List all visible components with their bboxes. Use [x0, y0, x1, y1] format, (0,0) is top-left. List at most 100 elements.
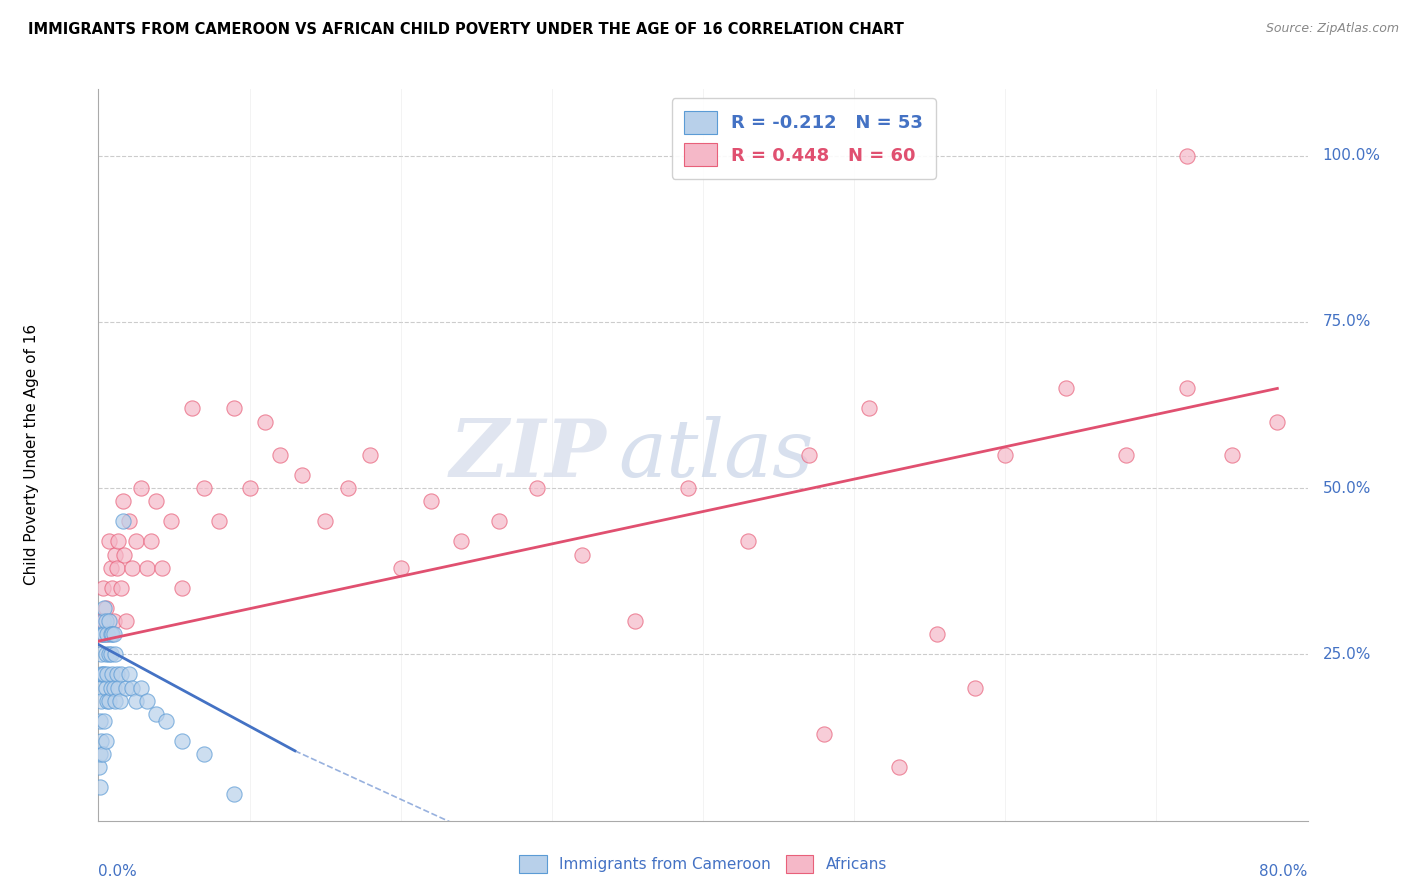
Point — [927, 627, 949, 641]
Point — [121, 681, 143, 695]
Text: IMMIGRANTS FROM CAMEROON VS AFRICAN CHILD POVERTY UNDER THE AGE OF 16 CORRELATIO: IMMIGRANTS FROM CAMEROON VS AFRICAN CHIL… — [28, 22, 904, 37]
Point — [89, 780, 111, 795]
Text: 0.0%: 0.0% — [98, 863, 138, 879]
Point — [193, 481, 215, 495]
Point — [100, 561, 122, 575]
Point — [135, 694, 157, 708]
Point — [93, 614, 115, 628]
Point — [135, 561, 157, 575]
Text: atlas: atlas — [619, 417, 814, 493]
Point — [101, 667, 124, 681]
Point — [141, 534, 163, 549]
Point — [858, 401, 880, 416]
Point — [94, 614, 117, 628]
Point — [100, 627, 122, 641]
Point — [98, 648, 121, 662]
Point — [93, 600, 115, 615]
Point — [94, 681, 117, 695]
Point — [101, 581, 124, 595]
Point — [101, 627, 124, 641]
Point — [114, 614, 136, 628]
Point — [526, 481, 548, 495]
Point — [389, 561, 412, 575]
Point — [239, 481, 262, 495]
Point — [624, 614, 647, 628]
Point — [1175, 149, 1198, 163]
Point — [145, 707, 167, 722]
Point — [1220, 448, 1243, 462]
Point — [100, 648, 122, 662]
Point — [1265, 415, 1288, 429]
Point — [224, 401, 246, 416]
Point — [889, 760, 911, 774]
Point — [994, 448, 1017, 462]
Point — [125, 534, 148, 549]
Point — [111, 494, 134, 508]
Point — [98, 534, 121, 549]
Point — [676, 481, 699, 495]
Point — [118, 515, 141, 529]
Point — [737, 534, 759, 549]
Point — [93, 627, 115, 641]
Point — [291, 467, 314, 482]
Point — [797, 448, 820, 462]
Point — [89, 627, 111, 641]
Point — [93, 667, 115, 681]
Point — [110, 581, 132, 595]
Point — [112, 548, 135, 562]
Point — [965, 681, 987, 695]
Point — [90, 734, 112, 748]
Point — [96, 667, 118, 681]
Point — [1175, 381, 1198, 395]
Point — [90, 667, 112, 681]
Point — [1054, 381, 1077, 395]
Point — [91, 581, 114, 595]
Point — [91, 614, 114, 628]
Text: 25.0%: 25.0% — [1323, 647, 1371, 662]
Text: Child Poverty Under the Age of 16: Child Poverty Under the Age of 16 — [24, 325, 39, 585]
Point — [129, 481, 152, 495]
Point — [103, 614, 125, 628]
Point — [1115, 448, 1137, 462]
Legend: Immigrants from Cameroon, Africans: Immigrants from Cameroon, Africans — [513, 849, 893, 879]
Point — [94, 648, 117, 662]
Point — [90, 681, 112, 695]
Text: 50.0%: 50.0% — [1323, 481, 1371, 496]
Point — [94, 734, 117, 748]
Point — [91, 627, 114, 641]
Point — [181, 401, 204, 416]
Point — [108, 694, 131, 708]
Text: 75.0%: 75.0% — [1323, 315, 1371, 329]
Point — [193, 747, 215, 761]
Point — [107, 534, 129, 549]
Point — [450, 534, 472, 549]
Point — [96, 627, 118, 641]
Point — [98, 694, 121, 708]
Point — [571, 548, 593, 562]
Point — [104, 694, 127, 708]
Point — [125, 694, 148, 708]
Point — [90, 614, 112, 628]
Point — [91, 627, 114, 641]
Point — [253, 415, 276, 429]
Point — [93, 714, 115, 728]
Point — [89, 714, 111, 728]
Point — [110, 667, 132, 681]
Point — [104, 548, 127, 562]
Point — [155, 714, 177, 728]
Point — [107, 681, 129, 695]
Point — [103, 627, 125, 641]
Point — [208, 515, 231, 529]
Point — [170, 581, 193, 595]
Point — [170, 734, 193, 748]
Point — [488, 515, 510, 529]
Text: Source: ZipAtlas.com: Source: ZipAtlas.com — [1265, 22, 1399, 36]
Point — [96, 627, 118, 641]
Point — [314, 515, 336, 529]
Text: 100.0%: 100.0% — [1323, 148, 1381, 163]
Point — [91, 747, 114, 761]
Point — [118, 667, 141, 681]
Point — [145, 494, 167, 508]
Point — [111, 515, 134, 529]
Point — [96, 694, 118, 708]
